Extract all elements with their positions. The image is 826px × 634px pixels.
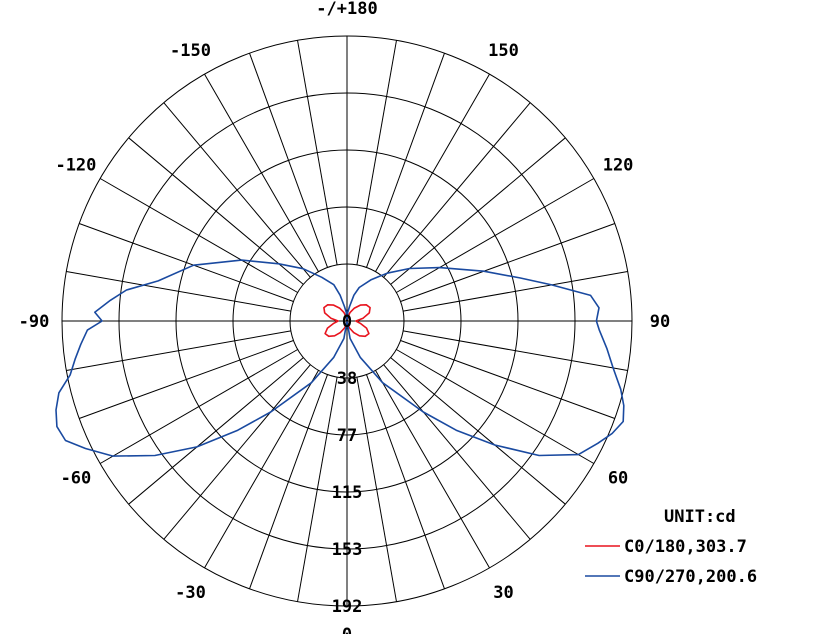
radial-tick-label: 38 xyxy=(337,369,357,389)
grid-spoke xyxy=(128,137,304,285)
grid-spoke xyxy=(400,223,615,302)
angle-tick-label: 150 xyxy=(488,41,519,61)
angle-tick-label: 60 xyxy=(608,469,628,489)
grid-spoke xyxy=(297,40,338,265)
angle-tick-labels: 0 30 60 90 120 150 -/+180 -150 -120 -90 -60 -30 xyxy=(19,0,671,634)
radial-tick-label: 192 xyxy=(332,597,363,617)
grid-spoke xyxy=(356,40,397,265)
series-layer xyxy=(55,259,625,457)
grid-spoke xyxy=(249,374,328,589)
legend-label-c90: C90/270,200.6 xyxy=(624,567,757,587)
grid-spoke xyxy=(163,102,311,278)
angle-tick-label: 0 xyxy=(342,625,352,634)
grid-spoke xyxy=(79,223,294,302)
grid-spoke xyxy=(79,340,294,419)
grid-spoke xyxy=(204,370,319,569)
grid-spoke xyxy=(396,178,595,293)
radial-tick-label: 0 xyxy=(342,312,352,332)
grid-spoke xyxy=(403,330,628,371)
angle-tick-label: 120 xyxy=(603,156,634,176)
radial-tick-label: 115 xyxy=(332,483,363,503)
radial-tick-labels: 0 38 77 115 153 192 xyxy=(332,312,363,617)
grid-spoke xyxy=(400,340,615,419)
grid-spoke xyxy=(66,330,291,371)
grid-spoke xyxy=(383,364,531,540)
legend-label-c0: C0/180,303.7 xyxy=(624,537,747,557)
grid-spoke xyxy=(375,73,490,272)
grid-spoke xyxy=(383,102,531,278)
grid-spoke xyxy=(375,370,490,569)
polar-grid xyxy=(61,35,633,607)
angle-tick-label: -150 xyxy=(170,41,211,61)
grid-spoke xyxy=(297,377,338,602)
grid-spoke xyxy=(390,137,566,285)
grid-spoke xyxy=(390,357,566,505)
unit-label: UNIT:cd xyxy=(664,507,736,527)
grid-spoke xyxy=(366,53,445,268)
angle-tick-label: -90 xyxy=(19,312,50,332)
grid-spoke xyxy=(66,271,291,312)
angle-tick-label: -30 xyxy=(175,583,206,603)
angle-tick-label: 30 xyxy=(493,583,513,603)
radial-tick-label: 77 xyxy=(337,426,357,446)
grid-spoke xyxy=(356,377,397,602)
grid-spoke xyxy=(403,271,628,312)
grid-spoke xyxy=(163,364,311,540)
grid-spoke xyxy=(99,178,298,293)
radial-tick-label: 153 xyxy=(332,540,363,560)
angle-tick-label: -60 xyxy=(61,469,92,489)
grid-spoke xyxy=(128,357,304,505)
angle-tick-label: -120 xyxy=(55,156,96,176)
grid-spoke xyxy=(396,349,595,464)
grid-spoke xyxy=(99,349,298,464)
legend: UNIT:cd C0/180,303.7 C90/270,200.6 xyxy=(585,507,757,587)
grid-spoke xyxy=(366,374,445,589)
series-curve-c90 xyxy=(55,259,625,457)
grid-spoke xyxy=(249,53,328,268)
grid-spoke xyxy=(204,73,319,272)
angle-tick-label: -/+180 xyxy=(316,0,377,19)
angle-tick-label: 90 xyxy=(650,312,670,332)
